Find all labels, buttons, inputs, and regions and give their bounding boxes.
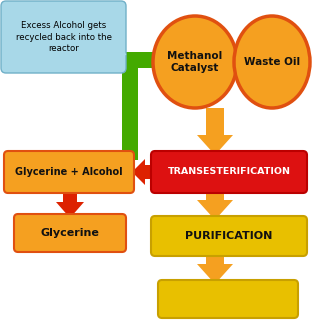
FancyBboxPatch shape <box>1 1 126 73</box>
Polygon shape <box>206 189 224 200</box>
FancyBboxPatch shape <box>14 214 126 252</box>
Polygon shape <box>122 52 138 160</box>
Text: Methanol
Catalyst: Methanol Catalyst <box>167 51 223 73</box>
Text: Waste Oil: Waste Oil <box>244 57 300 67</box>
Text: TRANSESTERIFICATION: TRANSESTERIFICATION <box>167 167 291 177</box>
FancyBboxPatch shape <box>151 216 307 256</box>
Polygon shape <box>206 252 224 264</box>
FancyBboxPatch shape <box>4 151 134 193</box>
Polygon shape <box>197 135 233 155</box>
Text: Excess Alcohol gets
recycled back into the
reactor: Excess Alcohol gets recycled back into t… <box>15 21 111 52</box>
Polygon shape <box>206 108 224 135</box>
Polygon shape <box>63 189 77 202</box>
Polygon shape <box>75 54 126 68</box>
Ellipse shape <box>234 16 310 108</box>
Polygon shape <box>197 264 233 284</box>
Polygon shape <box>145 165 155 179</box>
Ellipse shape <box>153 16 237 108</box>
Text: PURIFICATION: PURIFICATION <box>185 231 273 241</box>
FancyBboxPatch shape <box>151 151 307 193</box>
Text: Glycerine + Alcohol: Glycerine + Alcohol <box>15 167 123 177</box>
Polygon shape <box>56 202 84 218</box>
Polygon shape <box>156 47 168 73</box>
FancyBboxPatch shape <box>158 280 298 318</box>
Polygon shape <box>197 200 233 220</box>
Text: Glycerine: Glycerine <box>41 228 100 238</box>
Polygon shape <box>122 52 156 68</box>
Polygon shape <box>132 159 145 185</box>
